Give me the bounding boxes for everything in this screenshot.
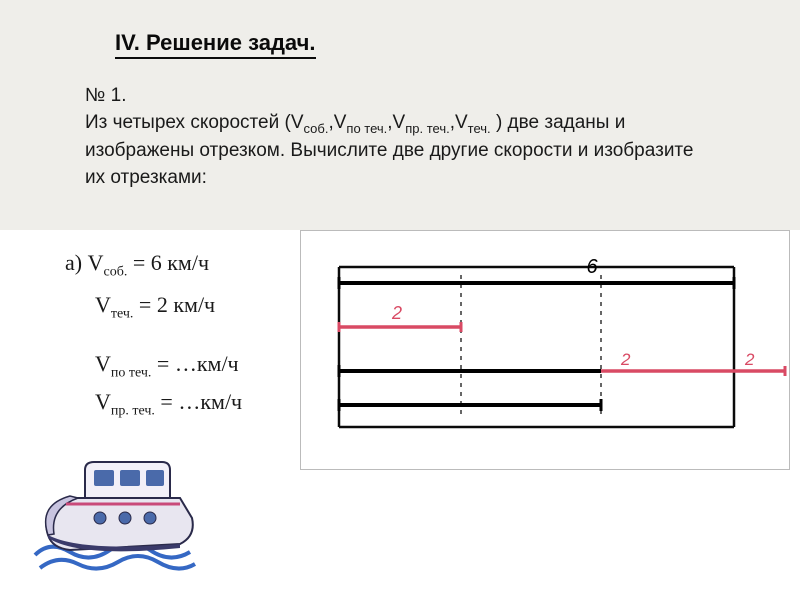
boat-illustration: [30, 440, 200, 580]
answer-a: а) Vсоб. = 6 км/ч: [65, 250, 242, 280]
sub: теч.: [111, 307, 134, 322]
answer-b: Vтеч. = 2 км/ч: [95, 292, 242, 322]
text: ) две заданы и: [491, 112, 626, 133]
problem-statement: Из четырех скоростей (Vсоб.,Vпо теч.,Vпр…: [85, 110, 725, 191]
svg-text:2: 2: [391, 303, 402, 323]
sub: соб.: [103, 264, 127, 279]
value: = …км/ч: [157, 351, 239, 376]
text: изображены отрезком. Вычислите две други…: [85, 140, 693, 161]
text: Из четырех скоростей (V: [85, 112, 304, 133]
sub: пр. теч.: [405, 121, 449, 136]
answers-block: а) Vсоб. = 6 км/ч Vтеч. = 2 км/ч Vпо теч…: [65, 250, 242, 428]
sub: соб.: [304, 121, 329, 136]
sub: теч.: [468, 121, 491, 136]
answer-d: Vпр. теч. = …км/ч: [95, 389, 242, 419]
sub: пр. теч.: [111, 404, 155, 419]
text: ,V: [387, 112, 405, 133]
text: ,V: [328, 112, 346, 133]
label: а) V: [65, 250, 103, 275]
value: = 2 км/ч: [139, 292, 215, 317]
text: их отрезками:: [85, 167, 207, 188]
sub: по теч.: [111, 365, 152, 380]
diagram-svg: 6 2 2 2: [301, 231, 791, 471]
section-header: IV. Решение задач.: [115, 30, 316, 59]
sub: по теч.: [346, 121, 387, 136]
answer-c: Vпо теч. = …км/ч: [95, 351, 242, 381]
label: V: [95, 389, 111, 414]
segment-diagram: 6 2 2 2: [300, 230, 790, 470]
svg-text:6: 6: [587, 256, 599, 278]
svg-text:2: 2: [620, 350, 631, 369]
label: V: [95, 351, 111, 376]
value: = …км/ч: [160, 389, 242, 414]
text: ,V: [450, 112, 468, 133]
problem-number: № 1.: [85, 85, 127, 107]
svg-text:2: 2: [744, 350, 755, 369]
value: = 6 км/ч: [133, 250, 209, 275]
label: V: [95, 292, 111, 317]
